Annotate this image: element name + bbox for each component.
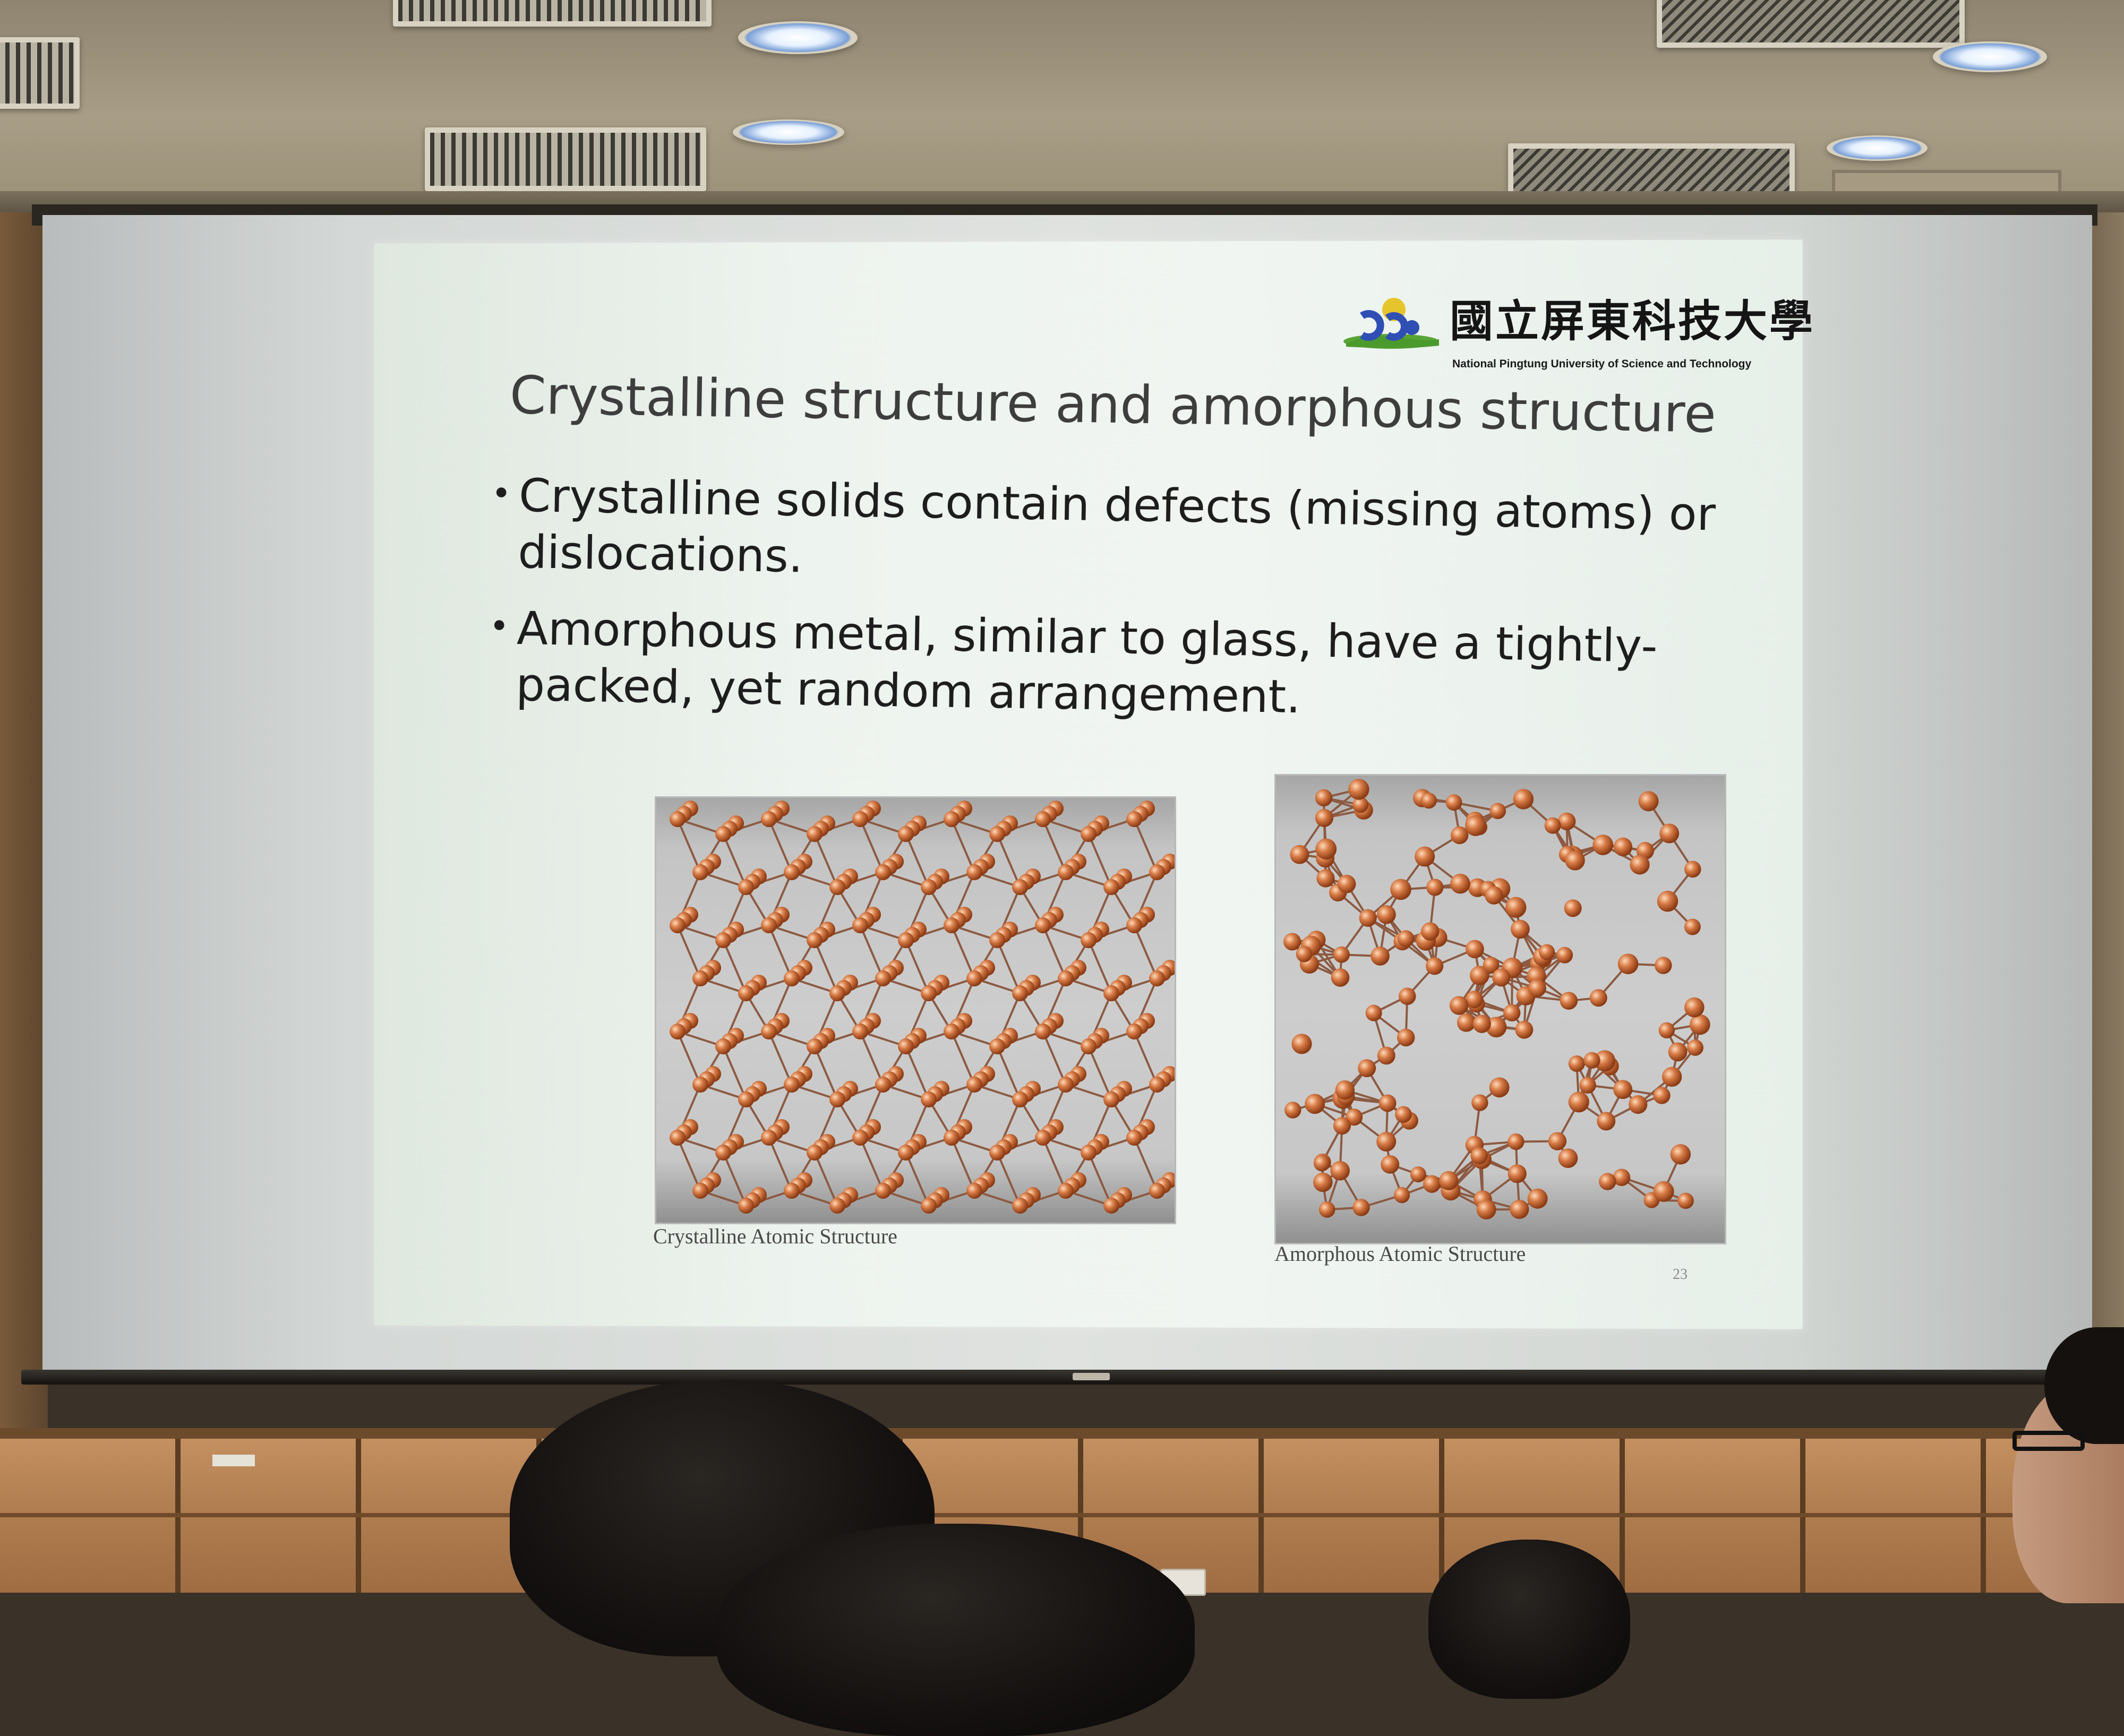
ceiling-light (738, 21, 858, 54)
audience-head (717, 1524, 1195, 1736)
ceiling-light (1827, 135, 1928, 161)
bullet-item: Crystalline solids contain defects (miss… (487, 467, 1726, 599)
bullet-item: Amorphous metal, similar to glass, have … (485, 600, 1724, 732)
page-number: 23 (1673, 1266, 1688, 1283)
crystalline-structure-image (655, 796, 1176, 1224)
bullet-list: Crystalline solids contain defects (miss… (484, 467, 1726, 752)
wall-tag (212, 1455, 255, 1466)
ceiling-vent (1657, 0, 1965, 48)
ceiling-vent (0, 37, 80, 109)
crystalline-caption: Crystalline Atomic Structure (653, 1224, 897, 1249)
left-wall (0, 212, 48, 1433)
ceiling-light (1933, 41, 2047, 72)
amorphous-caption: Amorphous Atomic Structure (1274, 1241, 1526, 1267)
university-logo-icon (1341, 295, 1442, 353)
crystalline-lattice (656, 798, 1175, 1223)
ceiling-light (733, 119, 844, 145)
wainscot-line (0, 1513, 2124, 1517)
ceiling-vent (393, 0, 712, 27)
audience-head (1428, 1540, 1630, 1699)
amorphous-network (1276, 776, 1725, 1243)
amorphous-structure-image (1274, 774, 1726, 1244)
university-name-en: National Pingtung University of Science … (1452, 357, 1766, 371)
ceiling-vent (425, 127, 706, 191)
university-name-zh: 國立屏東科技大學 (1450, 297, 1752, 345)
screen-bottom-bar (21, 1370, 2103, 1385)
wainscot-rail (0, 1428, 2124, 1439)
glasses-icon (2012, 1431, 2085, 1451)
screen-brand-badge (1073, 1373, 1110, 1380)
